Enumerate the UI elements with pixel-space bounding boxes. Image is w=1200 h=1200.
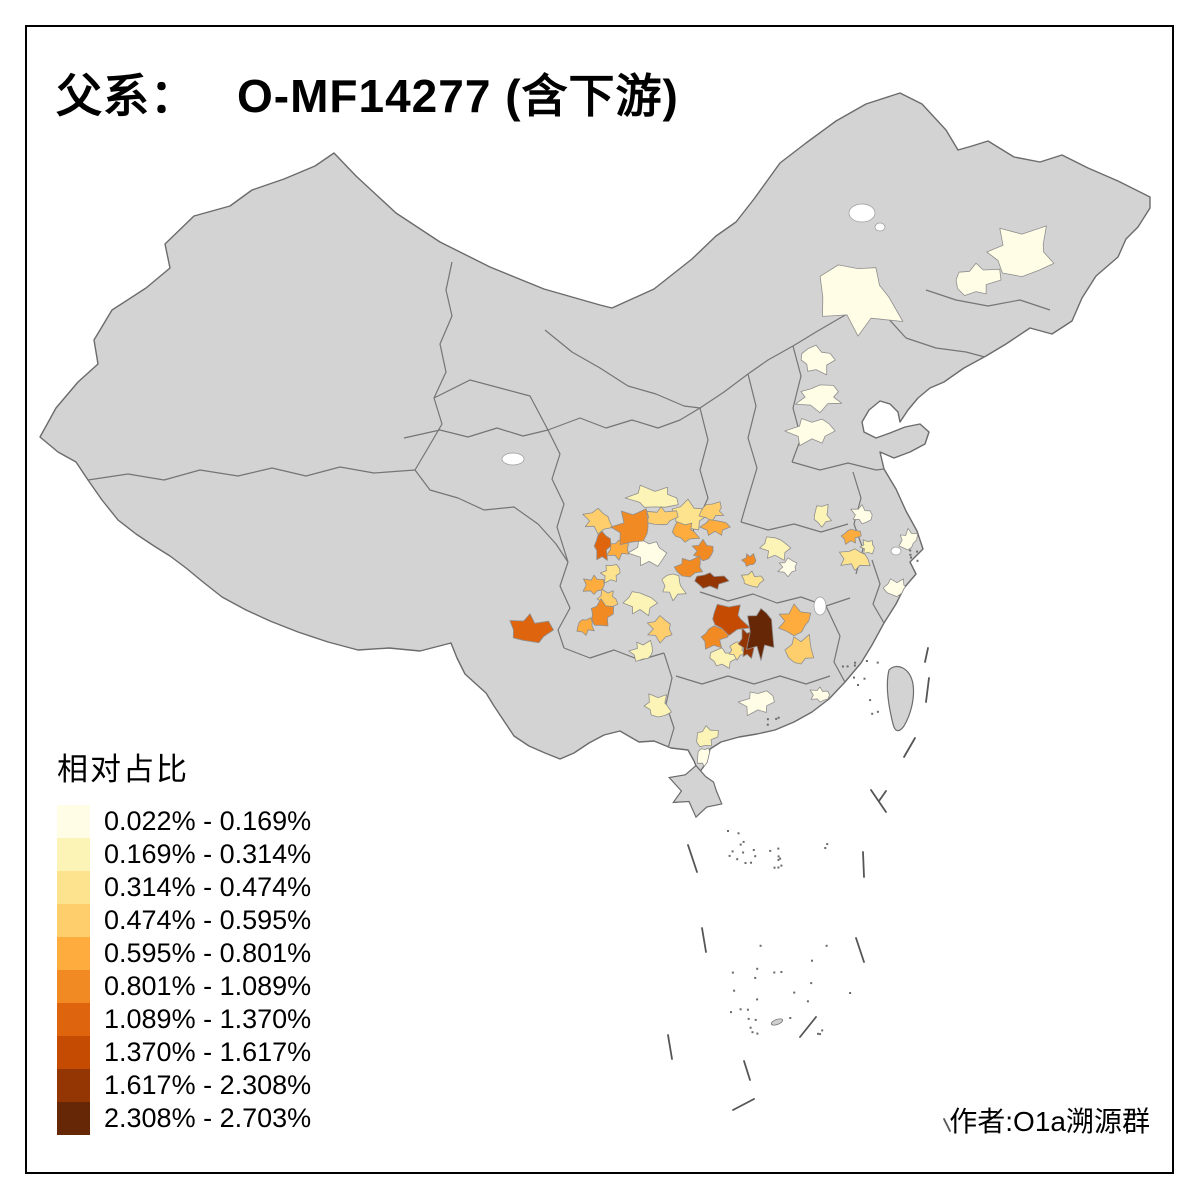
prefecture-region [809,686,830,703]
legend-swatch [57,970,90,1003]
legend-row: 0.595% - 0.801% [57,937,311,970]
prefecture-region [673,555,703,578]
hainan-island [668,764,723,819]
taiwan-island [886,665,915,732]
prefecture-region [839,548,871,571]
prefecture-region [646,615,673,644]
legend-row: 1.617% - 2.308% [57,1069,311,1102]
prefecture-region [898,527,919,551]
prefecture-region [819,264,904,337]
legend-swatch [57,871,90,904]
prefecture-region [576,617,595,636]
legend-swatch [57,904,90,937]
small-islands [727,549,919,1036]
prefecture-region [737,690,775,716]
prefecture-region [784,418,836,446]
prefecture-region [777,557,798,578]
prefecture-region [610,508,649,545]
legend-label: 0.474% - 0.595% [104,905,312,935]
prefecture-region [691,539,714,562]
prefecture-region [694,572,730,590]
prefecture-region [646,506,679,526]
prefecture-region [859,539,875,555]
legend: 相对占比 0.022% - 0.169% 0.169% - 0.314% 0.314… [57,744,311,1135]
legend-label: 0.595% - 0.801% [104,938,312,968]
prefecture-region [813,504,832,528]
legend-row: 0.474% - 0.595% [57,904,311,937]
author-credit: 作者:O1a溯源群 [949,1106,1150,1137]
legend-swatch [57,1102,90,1135]
prefecture-region [800,344,836,376]
prefecture-region [582,574,605,595]
page-title: 父系： O-MF14277 (含下游) [56,60,679,126]
islet [770,1018,784,1026]
prefecture-region [709,647,738,669]
legend-swatch [57,1069,90,1102]
legend-swatch [57,1003,90,1036]
lakes [501,203,902,616]
prefecture-region [759,536,792,561]
legend-row: 1.089% - 1.370% [57,1003,311,1036]
prefecture-region [698,501,725,522]
prefecture-region [661,573,687,602]
legend-row: 0.801% - 1.089% [57,970,311,1003]
prefecture-region [741,570,765,588]
prefecture-region [624,484,679,508]
prefecture-region [509,613,554,644]
legend-row: 0.314% - 0.474% [57,871,311,904]
legend-swatch [57,1036,90,1069]
choropleth-regions [509,225,1055,769]
legend-swatch [57,937,90,970]
legend-row: 0.169% - 0.314% [57,838,311,871]
prefecture-region [840,528,862,545]
prefecture-region [795,384,843,414]
prefecture-region [700,625,729,650]
legend-swatch [57,838,90,871]
prefecture-region [741,553,757,567]
prefecture-region [784,634,815,665]
prefecture-region [712,603,751,636]
prefecture-region [850,504,873,525]
prefecture-region [599,564,621,584]
legend-label: 0.169% - 0.314% [104,839,312,869]
prefecture-region [696,725,719,748]
china-mainland [39,92,1151,774]
title-prefix: 父系： [56,70,197,122]
prefecture-region [955,262,1002,296]
prefecture-region [622,591,658,617]
prefecture-region [671,521,701,543]
prefecture-region [643,693,672,718]
legend-label: 1.617% - 2.308% [104,1070,312,1100]
legend-rows: 0.022% - 0.169% 0.169% - 0.314% 0.314% - 0… [57,805,311,1135]
title-main: O-MF14277 (含下游) [237,70,679,122]
prefecture-region [986,225,1055,277]
prefecture-region [590,598,614,627]
prefecture-region [593,530,612,561]
prefecture-region [628,640,653,662]
legend-row: 2.308% - 2.703% [57,1102,311,1135]
sea-boundary-dashes [667,647,951,1132]
legend-row: 0.022% - 0.169% [57,805,311,838]
legend-label: 1.089% - 1.370% [104,1004,312,1034]
legend-label: 0.801% - 1.089% [104,971,312,1001]
prefecture-region [746,608,775,661]
legend-label: 2.308% - 2.703% [104,1103,312,1133]
prefecture-region [582,507,613,535]
legend-swatch [57,805,90,838]
legend-row: 1.370% - 1.617% [57,1036,311,1069]
prefecture-region [778,603,812,637]
province-borders [87,261,1051,749]
legend-label: 0.022% - 0.169% [104,806,312,836]
legend-label: 0.314% - 0.474% [104,872,312,902]
prefecture-region [699,519,731,536]
legend-label: 1.370% - 1.617% [104,1037,312,1067]
legend-title: 相对占比 [57,752,189,787]
